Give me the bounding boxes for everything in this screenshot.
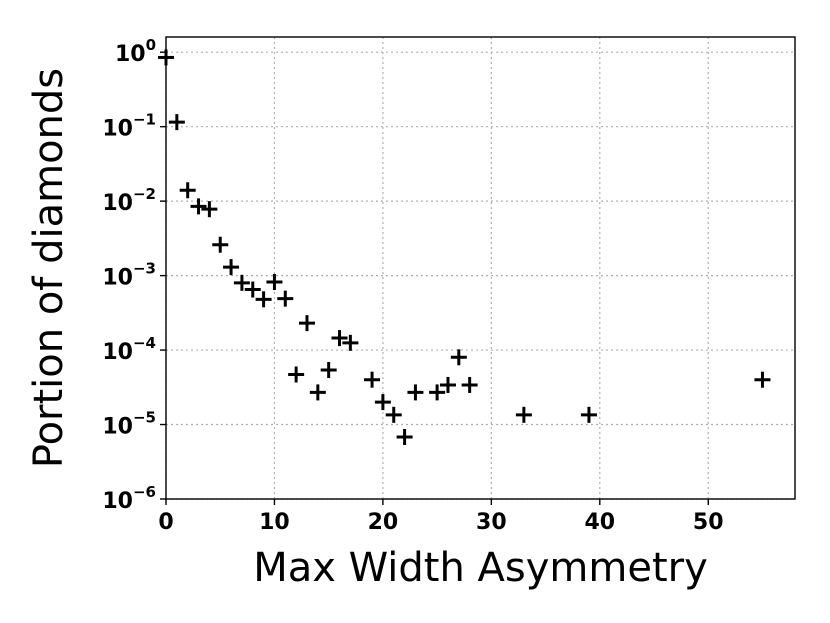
x-tick-label: 20 bbox=[368, 510, 399, 535]
data-point bbox=[385, 406, 402, 423]
x-axis: 0 10 20 30 40 50 bbox=[158, 499, 724, 535]
x-tick-label: 10 bbox=[259, 510, 290, 535]
data-point bbox=[754, 371, 771, 388]
data-point bbox=[168, 114, 185, 131]
data-point bbox=[255, 291, 272, 308]
data-point bbox=[179, 182, 196, 199]
y-tick-exponent: −6 bbox=[133, 483, 156, 501]
data-point bbox=[331, 330, 348, 347]
data-point bbox=[396, 429, 413, 446]
grid bbox=[165, 37, 795, 500]
data-point bbox=[288, 366, 305, 383]
y-tick-label: 100 bbox=[115, 36, 156, 67]
y-tick-label: 10−1 bbox=[102, 111, 156, 142]
y-tick-exponent: −2 bbox=[133, 185, 156, 203]
x-tick-label: 0 bbox=[158, 510, 173, 535]
data-point bbox=[266, 274, 283, 291]
data-point bbox=[309, 384, 326, 401]
y-tick-base: 10 bbox=[102, 266, 133, 291]
data-point bbox=[515, 406, 532, 423]
y-tick-base: 10 bbox=[102, 415, 133, 440]
data-points bbox=[158, 49, 771, 446]
data-point bbox=[201, 201, 218, 218]
data-point bbox=[277, 290, 294, 307]
data-point bbox=[158, 49, 174, 66]
y-tick-base: 10 bbox=[102, 340, 133, 365]
data-point bbox=[364, 371, 381, 388]
x-tick-label: 40 bbox=[584, 510, 615, 535]
data-point bbox=[223, 259, 240, 276]
plot-frame bbox=[165, 36, 796, 500]
y-tick-label: 10−3 bbox=[102, 260, 156, 291]
data-point bbox=[298, 315, 315, 332]
y-tick-label: 10−4 bbox=[102, 334, 156, 365]
data-point bbox=[342, 334, 359, 351]
x-axis-label: Max Width Asymmetry bbox=[253, 545, 708, 591]
data-point bbox=[429, 384, 446, 401]
x-tick-label: 50 bbox=[693, 510, 724, 535]
data-point bbox=[407, 384, 424, 401]
y-tick-exponent: −4 bbox=[133, 334, 156, 352]
y-axis-label: Portion of diamonds bbox=[26, 68, 72, 468]
data-point bbox=[212, 236, 229, 253]
data-point bbox=[374, 394, 391, 411]
y-tick-base: 10 bbox=[102, 489, 133, 514]
y-tick-exponent: −3 bbox=[133, 260, 156, 278]
y-tick-exponent: 0 bbox=[146, 36, 156, 54]
data-point bbox=[190, 198, 207, 215]
data-point bbox=[244, 281, 261, 298]
y-tick-base: 10 bbox=[102, 117, 133, 142]
y-tick-base: 10 bbox=[115, 42, 146, 67]
data-point bbox=[320, 361, 337, 378]
y-tick-label: 10−6 bbox=[102, 483, 156, 514]
data-point bbox=[450, 349, 467, 366]
y-tick-exponent: −1 bbox=[133, 111, 156, 129]
data-point bbox=[233, 274, 250, 291]
x-tick-label: 30 bbox=[476, 510, 507, 535]
data-point bbox=[580, 406, 597, 423]
y-tick-exponent: −5 bbox=[133, 409, 156, 427]
y-tick-label: 10−2 bbox=[102, 185, 156, 216]
data-point bbox=[439, 376, 456, 393]
data-point bbox=[461, 376, 478, 393]
y-tick-label: 10−5 bbox=[102, 409, 156, 440]
y-tick-base: 10 bbox=[102, 191, 133, 216]
